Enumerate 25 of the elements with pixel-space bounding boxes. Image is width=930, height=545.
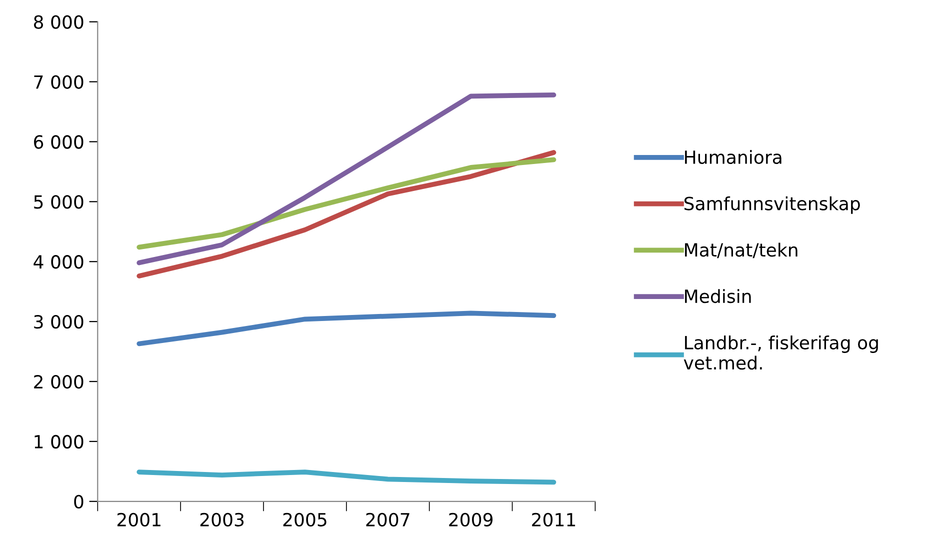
line-series [136, 92, 556, 266]
y-tick-label: 5 000 [34, 195, 84, 209]
line-series [136, 470, 556, 485]
line-series [136, 150, 556, 278]
x-tick-label: 2007 [366, 512, 410, 526]
legend-label: Landbr.-, fiskerifag og vet.med. [684, 335, 878, 370]
y-tick-label: 6 000 [34, 135, 84, 149]
x-tick-label: 2009 [449, 512, 493, 526]
x-tick-label: 2011 [532, 512, 576, 526]
y-tick-label: 1 000 [34, 434, 84, 449]
y-tick-label: 7 000 [34, 75, 84, 89]
y-tick-label: 3 000 [34, 315, 84, 329]
line-series [136, 157, 556, 250]
legend-label: Mat/nat/tekn [685, 242, 798, 258]
y-tick-label: 0 [74, 494, 84, 509]
x-tick-label: 2001 [117, 512, 160, 526]
x-tick-label: 2005 [283, 512, 326, 526]
legend-label: Humaniora [685, 150, 782, 164]
legend-label: Samfunnsvitenskap [684, 196, 860, 214]
y-tick-label: 2 000 [34, 374, 84, 389]
y-tick-label: 8 000 [34, 15, 84, 29]
line-series [136, 310, 556, 346]
y-tick-label: 4 000 [34, 255, 84, 269]
legend-label: Medisin [685, 289, 751, 304]
x-tick-label: 2003 [200, 512, 244, 526]
